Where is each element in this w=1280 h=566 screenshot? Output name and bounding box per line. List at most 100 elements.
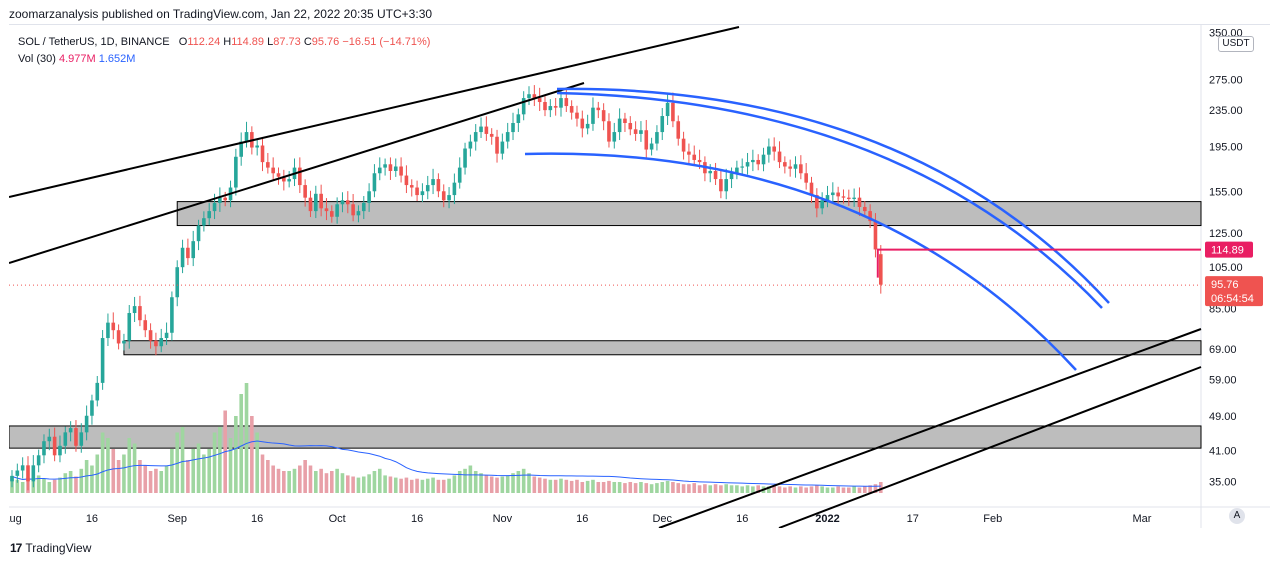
candle-body xyxy=(441,191,446,201)
candle-body xyxy=(878,254,883,285)
volume-bar xyxy=(202,454,206,493)
candle-body xyxy=(330,211,334,217)
candle-body xyxy=(266,162,270,168)
volume-bar xyxy=(127,438,132,493)
volume-bar xyxy=(767,486,771,493)
candle-body xyxy=(553,106,558,108)
candle-body xyxy=(863,206,867,212)
candle-body xyxy=(868,211,872,222)
candle-body xyxy=(218,197,222,203)
volume-bar xyxy=(740,486,745,493)
candle-body xyxy=(585,123,590,129)
candle-body xyxy=(457,167,462,183)
candle-body xyxy=(873,221,878,250)
candle-body xyxy=(345,200,350,205)
volume-bar xyxy=(74,476,78,493)
x-tick-label: 16 xyxy=(736,513,748,525)
volume-bar xyxy=(553,479,558,493)
volume-bar xyxy=(271,465,275,493)
candle-body xyxy=(116,330,121,344)
volume-bar xyxy=(36,475,41,493)
volume-bar xyxy=(239,394,243,493)
candle-body xyxy=(68,428,73,433)
x-tick-label: Oct xyxy=(329,513,346,525)
candle-body xyxy=(308,197,313,212)
y-tick-label: 59.00 xyxy=(1209,375,1237,387)
volume-bar xyxy=(788,486,792,493)
volume-bar xyxy=(266,460,270,493)
chart-legend: SOL / TetherUS, 1D, BINANCE O112.24 H114… xyxy=(18,34,430,68)
candle-body xyxy=(836,192,840,197)
volume-value: 4.977M xyxy=(58,53,96,65)
candle-body xyxy=(170,297,174,333)
candle-body xyxy=(393,166,398,171)
volume-bar xyxy=(745,485,750,493)
volume-bar xyxy=(298,465,302,493)
high-marker-line xyxy=(876,248,1201,278)
candle-body xyxy=(356,211,361,216)
volume-bar xyxy=(809,486,814,493)
candle-body xyxy=(591,107,595,124)
publish-info: zoomarzanalysis published on TradingView… xyxy=(9,7,433,21)
candle-body xyxy=(202,218,206,226)
candle-body xyxy=(500,141,505,154)
volume-bar xyxy=(511,473,515,493)
y-tick-label: 235.00 xyxy=(1209,105,1243,117)
candle-body xyxy=(687,151,691,155)
chart-frame[interactable]: 35.00 41.00 49.00 59.00 69.00 85.00 105.00 125.… xyxy=(9,24,1270,528)
volume-bar xyxy=(255,432,259,493)
volume-bar xyxy=(713,484,718,493)
auto-scale-button[interactable]: A xyxy=(1229,508,1245,524)
volume-bar xyxy=(20,482,25,493)
currency-badge[interactable]: USDT xyxy=(1218,36,1254,52)
candle-body xyxy=(164,332,169,339)
candle-body xyxy=(361,202,366,212)
volume-bar xyxy=(212,432,217,493)
volume-bar xyxy=(207,449,212,493)
candle-body xyxy=(655,132,659,144)
candle-layer xyxy=(10,85,883,491)
volume-bar xyxy=(495,477,499,493)
volume-bar xyxy=(559,478,563,493)
volume-bar xyxy=(345,475,350,493)
candle-body xyxy=(207,211,212,219)
candle-body xyxy=(719,179,723,192)
candle-body xyxy=(148,330,153,341)
symbol-label[interactable]: SOL / TetherUS, 1D, BINANCE xyxy=(18,36,170,48)
candle-body xyxy=(639,130,643,134)
candle-body xyxy=(479,126,483,133)
volume-bar xyxy=(111,449,116,493)
candle-body xyxy=(735,167,739,174)
volume-bar xyxy=(330,471,334,493)
candle-body xyxy=(84,415,89,433)
candle-body xyxy=(26,465,30,482)
volume-bar xyxy=(751,486,755,493)
volume-bar xyxy=(580,482,585,493)
volume-bar xyxy=(633,483,638,493)
candle-body xyxy=(138,306,142,321)
candle-body xyxy=(537,98,542,103)
chart-svg[interactable]: 35.00 41.00 49.00 59.00 69.00 85.00 105.00 125.… xyxy=(9,25,1270,528)
volume-bar xyxy=(831,487,835,493)
candle-body xyxy=(276,173,281,177)
candle-body xyxy=(180,247,185,268)
candle-body xyxy=(495,136,499,154)
volume-bar xyxy=(793,487,798,493)
volume-bar xyxy=(516,471,521,493)
lower-channel-line-bottom xyxy=(778,366,1202,528)
volume-bar xyxy=(361,476,366,493)
candle-body xyxy=(569,106,574,113)
volume-bar xyxy=(58,477,62,493)
candle-body xyxy=(601,110,606,122)
candle-body xyxy=(447,195,451,201)
volume-bar xyxy=(15,479,20,493)
volume-bar xyxy=(735,485,739,493)
volume-bar xyxy=(676,483,681,493)
volume-ma-line xyxy=(11,440,881,487)
candle-body xyxy=(644,130,649,150)
volume-label[interactable]: Vol (30) xyxy=(18,53,56,65)
volume-bar xyxy=(367,474,371,493)
high-price-tag xyxy=(1205,241,1253,258)
drawing-layer xyxy=(9,26,1202,528)
volume-bar xyxy=(623,483,627,493)
